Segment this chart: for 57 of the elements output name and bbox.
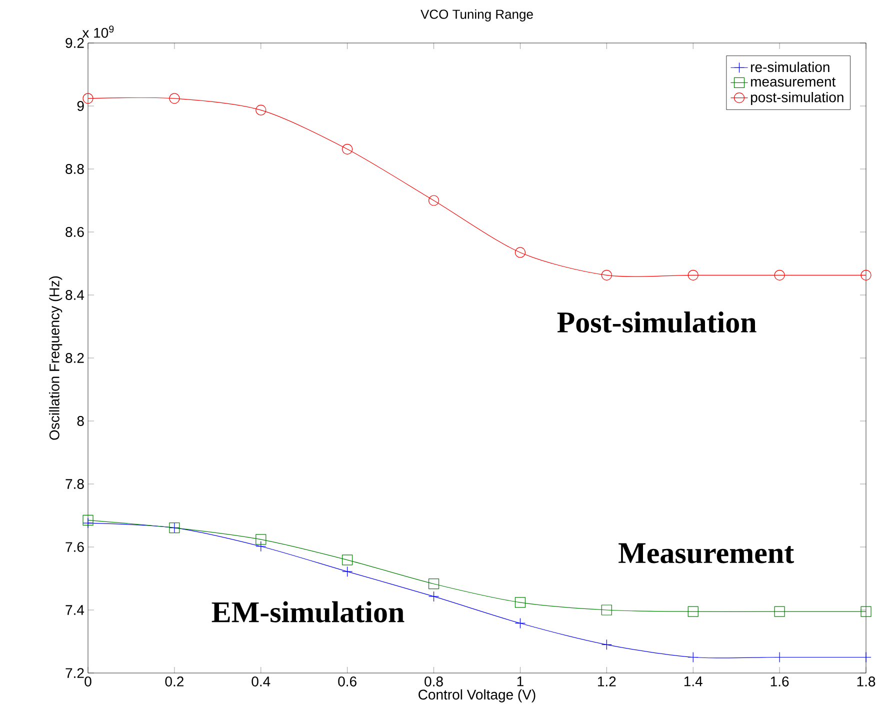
- y-axis-title: Oscillation Frequency (Hz): [49, 276, 62, 440]
- x-tick-label: 1: [517, 676, 524, 686]
- point: [428, 578, 440, 590]
- point: [774, 606, 785, 617]
- x-tick-label: 0: [84, 676, 92, 686]
- point: [774, 270, 785, 280]
- x-tick-label: 0.2: [165, 676, 184, 686]
- point: [688, 606, 698, 617]
- point: [428, 195, 440, 206]
- x-tick-label: 1.6: [770, 676, 789, 686]
- legend-label: measurement: [751, 77, 836, 87]
- x-tick-label: 0.4: [252, 676, 270, 686]
- x-tick-label: 0.8: [424, 676, 443, 686]
- y-tick-label: 8.6: [66, 227, 84, 237]
- text: x 10$^{9}$: [82, 26, 114, 38]
- point: [514, 597, 526, 608]
- point: [169, 93, 180, 104]
- point: [428, 591, 440, 602]
- point: [82, 518, 94, 528]
- y-tick-label: 8.2: [66, 353, 84, 363]
- point: [256, 104, 266, 116]
- point: [601, 639, 612, 650]
- annotation: Post-simulation: [557, 312, 756, 333]
- chart-title: VCO Tuning Range: [420, 9, 533, 22]
- point: [342, 144, 353, 154]
- y-tick-label: 8: [77, 416, 84, 426]
- point: [601, 270, 612, 280]
- point: [514, 247, 526, 258]
- y-tick-label: 9: [77, 101, 84, 111]
- annotation: Measurement: [618, 543, 794, 564]
- x-axis-title: Control Voltage (V): [418, 689, 536, 702]
- point: [256, 541, 266, 552]
- point: [82, 93, 94, 104]
- point: [601, 604, 612, 616]
- x-tick-label: 1.4: [684, 676, 702, 686]
- legend-label: post-simulation: [751, 92, 844, 106]
- point: [342, 566, 353, 577]
- x-tick-label: 1.8: [857, 676, 876, 686]
- legend-label: re-simulation: [751, 62, 830, 72]
- y-tick-label: 8.4: [66, 290, 84, 300]
- point: [860, 270, 872, 280]
- point: [82, 514, 94, 526]
- y-tick-label: 9.2: [66, 38, 84, 48]
- point: [342, 554, 353, 566]
- y-tick-label: 7.8: [66, 479, 84, 489]
- y-tick-label: 7.6: [66, 542, 84, 552]
- point: [860, 606, 872, 617]
- point: [256, 534, 266, 545]
- point: [688, 652, 698, 663]
- y-tick-label: 7.4: [66, 605, 84, 615]
- y-tick-label: 8.8: [66, 164, 84, 174]
- x-tick-label: 1.2: [598, 676, 616, 686]
- point: [514, 618, 526, 629]
- x-tick-label: 0.6: [338, 676, 356, 686]
- point: [688, 270, 698, 280]
- y-tick-label: 7.2: [66, 668, 84, 678]
- annotation: EM-simulation: [212, 601, 404, 622]
